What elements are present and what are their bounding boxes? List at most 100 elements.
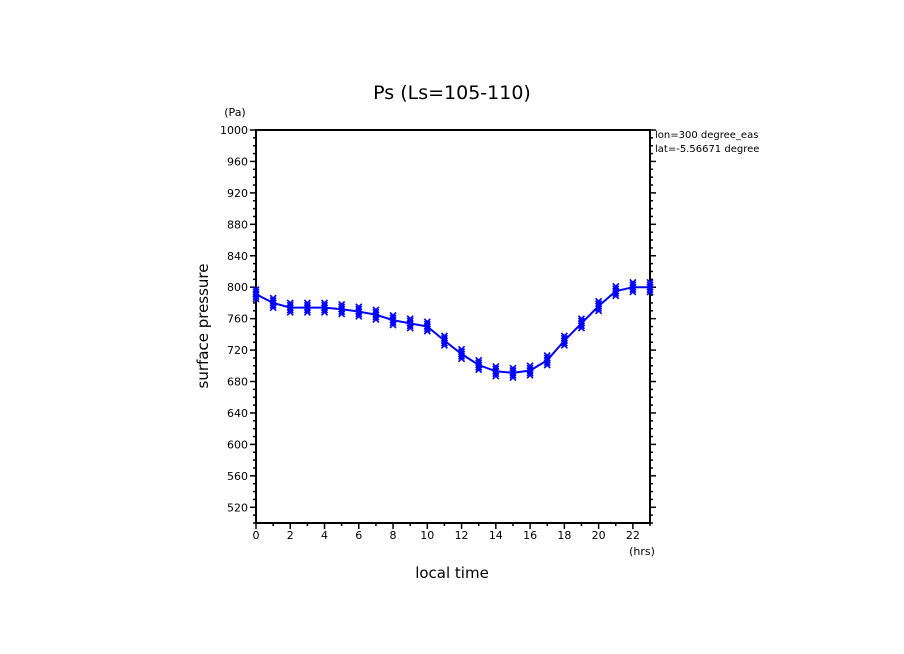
x-marker xyxy=(389,314,397,322)
data-point xyxy=(320,299,329,316)
x-marker xyxy=(355,305,363,313)
annotation-lon: lon=300 degree_eas xyxy=(655,130,758,141)
x-marker xyxy=(440,334,449,342)
data-point xyxy=(286,299,294,316)
x-marker xyxy=(509,366,517,375)
plot-frame xyxy=(255,129,651,524)
x-marker xyxy=(423,320,431,328)
data-point xyxy=(509,364,517,382)
data-point xyxy=(338,300,346,318)
x-marker xyxy=(475,359,483,367)
x-marker xyxy=(595,300,603,308)
y-tick-label: 840 xyxy=(227,250,248,263)
data-point xyxy=(629,278,637,296)
x-tick-label: 0 xyxy=(253,529,260,542)
x-marker xyxy=(560,334,568,342)
y-tick-label: 880 xyxy=(227,218,248,231)
y-tick-label: 560 xyxy=(227,470,248,483)
y-axis-label: surface pressure xyxy=(194,264,212,389)
data-point xyxy=(560,332,568,349)
data-point xyxy=(595,297,603,315)
x-marker xyxy=(629,278,637,287)
x-marker xyxy=(646,278,654,287)
x-marker xyxy=(372,308,380,316)
x-marker xyxy=(457,348,466,356)
x-tick-label: 10 xyxy=(420,529,434,542)
annotation-lat: lat=-5.56671 degree xyxy=(655,144,759,155)
y-tick-label: 680 xyxy=(227,376,248,389)
x-marker xyxy=(372,306,380,314)
x-marker xyxy=(492,363,500,371)
x-marker xyxy=(560,332,568,340)
x-marker xyxy=(320,299,329,307)
x-marker xyxy=(338,300,346,309)
x-marker xyxy=(646,281,654,289)
x-marker xyxy=(320,301,329,309)
x-tick-label: 2 xyxy=(287,529,294,542)
x-marker xyxy=(423,318,431,326)
data-point xyxy=(492,363,500,380)
x-unit-label: (hrs) xyxy=(629,545,655,558)
y-tick-label: 720 xyxy=(227,344,248,357)
y-tick-label: 960 xyxy=(227,155,248,168)
x-marker xyxy=(577,317,586,325)
x-tick-label: 22 xyxy=(626,529,640,542)
x-marker xyxy=(406,315,414,323)
data-point xyxy=(252,285,260,303)
x-axis-label: local time xyxy=(415,564,489,582)
x-marker xyxy=(355,303,363,311)
data-point xyxy=(577,315,586,332)
x-marker xyxy=(475,356,483,364)
data-point xyxy=(440,332,449,349)
x-tick-label: 12 xyxy=(455,529,469,542)
x-marker xyxy=(543,352,551,360)
data-point xyxy=(269,294,277,312)
y-tick-label: 760 xyxy=(227,313,248,326)
y-tick-label: 600 xyxy=(227,438,248,451)
x-marker xyxy=(389,311,397,320)
y-tick-label: 920 xyxy=(227,187,248,200)
data-point xyxy=(372,306,380,323)
x-tick-label: 20 xyxy=(592,529,606,542)
y-tick-label: 800 xyxy=(227,281,248,294)
x-marker xyxy=(457,345,466,353)
x-marker xyxy=(286,301,294,309)
x-marker xyxy=(303,299,311,307)
x-tick-label: 4 xyxy=(321,529,328,542)
x-marker xyxy=(526,362,534,370)
x-marker xyxy=(492,365,500,373)
data-point xyxy=(457,345,466,363)
x-tick-label: 14 xyxy=(489,529,503,542)
data-point xyxy=(355,303,363,320)
x-tick-label: 16 xyxy=(523,529,537,542)
x-marker xyxy=(269,294,277,302)
x-tick-label: 6 xyxy=(355,529,362,542)
x-marker xyxy=(252,288,260,296)
x-marker xyxy=(526,364,534,372)
chart-title: Ps (Ls=105-110) xyxy=(373,82,531,104)
x-marker xyxy=(406,317,414,325)
y-tick-label: 1000 xyxy=(220,124,248,137)
y-tick-label: 640 xyxy=(227,407,248,420)
data-point xyxy=(543,352,551,369)
x-marker xyxy=(543,354,551,362)
x-marker xyxy=(303,301,311,309)
x-marker xyxy=(612,282,620,290)
x-marker xyxy=(577,315,586,323)
x-marker xyxy=(338,303,346,311)
x-marker xyxy=(509,364,517,372)
x-marker xyxy=(629,281,637,289)
data-point xyxy=(406,315,414,332)
x-marker xyxy=(269,296,277,305)
data-point xyxy=(303,299,311,316)
data-point xyxy=(389,311,397,329)
x-marker xyxy=(595,297,603,305)
data-point xyxy=(423,318,431,335)
y-tick-label: 520 xyxy=(227,501,248,514)
x-marker xyxy=(286,299,294,307)
x-marker xyxy=(252,285,260,294)
series-line xyxy=(255,286,650,374)
data-point xyxy=(475,356,483,374)
